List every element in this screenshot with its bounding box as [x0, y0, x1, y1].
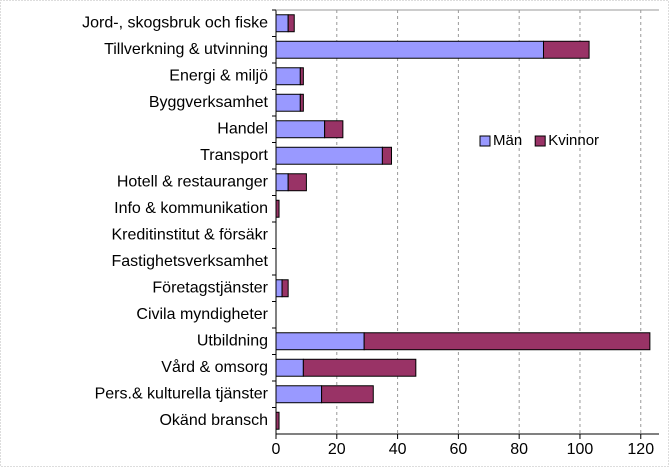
legend-swatch — [479, 135, 491, 147]
y-tick-label: Utbildning — [197, 332, 268, 349]
bar — [363, 332, 651, 351]
bar — [275, 173, 289, 192]
bar — [281, 279, 289, 298]
bar — [275, 93, 301, 112]
bar — [275, 385, 323, 404]
bar — [287, 14, 295, 33]
y-tick-label: Fastighetsverksamhet — [111, 253, 268, 270]
x-tick-label: 20 — [328, 441, 346, 458]
y-tick-label: Info & kommunikation — [114, 200, 268, 217]
y-tick-label: Hotell & restauranger — [117, 173, 269, 190]
bar — [299, 93, 304, 112]
y-tick-label: Civila myndigheter — [136, 306, 268, 323]
x-tick-label: 80 — [510, 441, 528, 458]
bar — [324, 120, 344, 139]
bar — [275, 14, 289, 33]
bar — [321, 385, 374, 404]
y-tick-label: Transport — [200, 147, 268, 164]
bar — [275, 332, 365, 351]
bar — [275, 67, 301, 86]
x-tick-label: 120 — [627, 441, 654, 458]
bar — [287, 173, 307, 192]
x-tick-label: 60 — [449, 441, 467, 458]
x-tick-label: 40 — [389, 441, 407, 458]
x-tick-label: 0 — [272, 441, 281, 458]
bar — [275, 279, 283, 298]
y-tick-label: Handel — [217, 120, 268, 137]
legend-label: Kvinnor — [548, 132, 599, 149]
legend-label: Män — [493, 132, 522, 149]
y-tick-label: Företagstjänster — [152, 279, 268, 296]
bar — [275, 358, 304, 377]
y-tick-label: Okänd bransch — [159, 412, 268, 429]
bar — [275, 146, 383, 165]
legend-swatch — [534, 135, 546, 147]
bar — [381, 146, 393, 165]
bar — [275, 120, 326, 139]
bar — [275, 40, 544, 59]
y-tick-label: Kreditinstitut & försäkr — [112, 226, 269, 243]
y-tick-label: Energi & miljö — [169, 67, 268, 84]
x-tick-label: 100 — [567, 441, 594, 458]
y-tick-label: Pers.& kulturella tjänster — [95, 385, 269, 402]
y-tick-label: Byggverksamhet — [149, 94, 269, 111]
bar — [542, 40, 590, 59]
bar — [302, 358, 417, 377]
y-tick-label: Tillverkning & utvinning — [104, 41, 268, 58]
y-tick-label: Vård & omsorg — [161, 358, 268, 376]
y-tick-label: Jord-, skogsbruk och fiske — [82, 14, 268, 31]
bar — [299, 67, 304, 86]
